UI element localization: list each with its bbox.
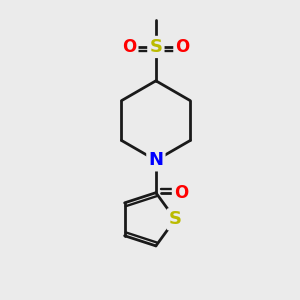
Text: N: N	[148, 151, 164, 169]
Text: O: O	[174, 184, 188, 202]
Text: S: S	[169, 210, 182, 228]
Text: O: O	[122, 38, 136, 56]
Text: O: O	[175, 38, 190, 56]
Text: S: S	[149, 38, 162, 56]
